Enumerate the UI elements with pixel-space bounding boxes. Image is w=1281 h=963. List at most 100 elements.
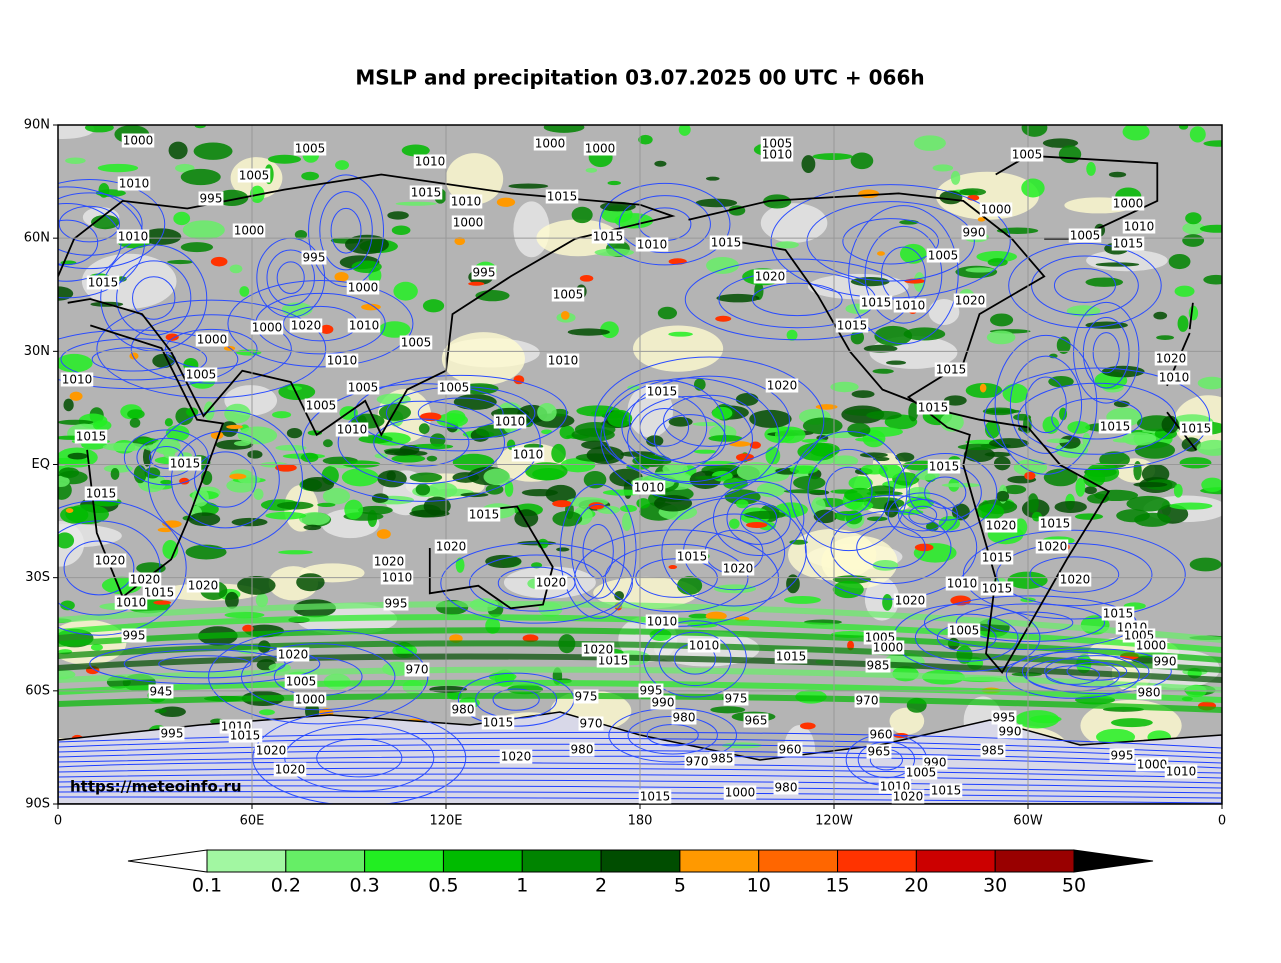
isobar [848,205,959,345]
precip-band [58,614,1222,653]
precip-area [1197,376,1222,390]
isobar-label-box [533,136,567,151]
precip-area [984,451,1012,457]
isobar-label: 1010 [1166,765,1197,779]
isobar-label: 965 [868,745,891,759]
isobar [58,205,121,243]
isobar-label: 1010 [689,639,720,653]
precip-area [1201,477,1222,493]
isobar-label-box [980,550,1014,565]
isobar [824,466,873,516]
isobar-label-box [93,553,127,568]
isobar-label-box [1010,147,1044,162]
precip-area [959,188,987,196]
isobar-label: 995 [385,597,408,611]
isobar-label-box [325,353,359,368]
isobar [240,643,396,711]
isobar-label: 1015 [861,296,892,310]
isobar [354,374,568,452]
isobar-label-box [254,743,288,758]
heavy-precip [165,333,179,341]
isobar-label: 995 [200,192,223,206]
isobar-label: 960 [779,743,802,757]
isobar [147,409,303,550]
precip-area [551,443,566,463]
isobar-label-box [481,715,515,730]
isobar-label-box [437,380,471,395]
dry-area [445,153,504,205]
precip-area [541,429,553,435]
isobar [58,219,99,266]
isobar-label: 1000 [725,786,756,800]
isobar-label-box [979,202,1013,217]
isobar-label: 1020 [436,540,467,554]
precip-area [335,160,350,171]
colorbar-swatch [600,849,681,873]
isobar-label-box [709,751,735,766]
isobar-label: 1020 [895,594,926,608]
isobar-label-box [301,250,327,265]
isobar-label: 1010 [548,354,579,368]
isobar-label-box [743,713,769,728]
precip-area [377,470,407,488]
precip-area [1161,415,1179,434]
isobar-label-box [186,578,220,593]
precip-area [586,446,624,465]
precip-area [1134,441,1176,459]
precip-area [705,176,720,181]
precip-area [1082,432,1091,448]
isobar-label-box [893,298,927,313]
precip-area [322,487,351,505]
isobar-label-box [511,447,545,462]
precip-area [91,214,120,230]
isobar-label: 1020 [256,744,287,758]
precip-area [1179,457,1212,469]
precip-area [1084,486,1097,495]
isobar [1073,301,1140,404]
precip-area [1196,439,1222,456]
precip-area [391,225,411,236]
precip-area [1021,125,1048,137]
isobar [158,655,252,673]
isobar-label: 1010 [895,299,926,313]
isobar-label-box [1098,419,1132,434]
isobar-label-box [168,456,202,471]
precip-area [160,479,173,485]
isobar-label: 1000 [585,142,616,156]
isobar [987,611,1074,634]
isobar [653,414,727,464]
precip-area [1086,462,1120,483]
isobar-label-box [451,215,485,230]
precip-area [351,260,382,273]
isobar [58,761,1222,774]
precip-area [265,511,307,520]
precip-area [255,593,269,608]
isobar [661,497,807,607]
isobar-label-box [74,429,108,444]
isobar [58,749,1222,764]
isobar-label-box [581,642,615,657]
isobar [1092,332,1120,374]
isobar-label: 990 [652,696,675,710]
isobar-label: 975 [725,692,748,706]
precip-area [67,452,88,460]
isobar [559,483,637,619]
isobar-label-box [1164,764,1198,779]
isobar [628,375,790,466]
precip-area [668,417,693,427]
isobar-label-box [399,335,433,350]
isobar [955,603,1106,642]
precip-area [142,447,152,467]
precip-area [1059,435,1081,449]
precip-area [850,276,890,287]
heavy-precip [977,217,986,222]
isobar-label: 1000 [981,203,1012,217]
colorbar-swatch [679,849,760,873]
isobar-label-box [635,237,669,252]
lat-label: 30N [24,344,50,359]
isobar-label-box [1179,421,1213,436]
isobar-label-box [546,353,580,368]
isobar-label-box [866,744,892,759]
isobar-label: 980 [571,743,594,757]
isobar-label-box [854,693,880,708]
